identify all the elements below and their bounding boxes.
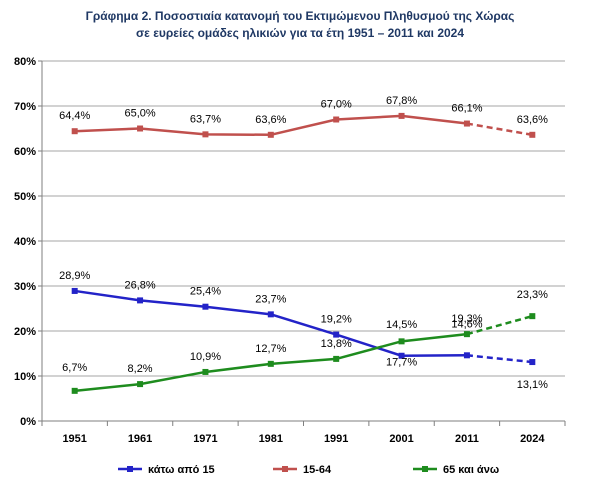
series-projection-segment-0: [466, 354, 533, 364]
data-label: 17,7%: [386, 356, 417, 368]
series-projection-segment-1: [466, 122, 533, 137]
data-label: 67,8%: [386, 95, 417, 107]
data-label: 67,0%: [321, 99, 352, 111]
x-tick-label: 2024: [520, 433, 545, 445]
chart-title: Γράφημα 2. Ποσοστιαία κατανομή του Εκτιμ…: [0, 8, 600, 42]
y-tick-label: 80%: [14, 56, 36, 68]
data-point-marker: [267, 131, 274, 138]
y-tick-label: 50%: [14, 191, 36, 203]
data-point-marker: [333, 355, 340, 362]
data-label: 66,1%: [451, 103, 482, 115]
data-label: 12,7%: [255, 343, 286, 355]
data-point-marker: [463, 120, 470, 127]
data-point-marker: [71, 128, 78, 135]
legend-label: 65 και άνω: [443, 464, 499, 476]
data-label: 10,9%: [190, 351, 221, 363]
data-label: 14,6%: [451, 318, 482, 330]
data-label: 6,7%: [62, 362, 87, 374]
x-tick-label: 2001: [389, 433, 413, 445]
y-tick-label: 0%: [20, 416, 36, 428]
data-point-marker: [137, 125, 144, 132]
legend: κάτω από 15 15-64 65 και άνω: [118, 464, 499, 476]
chart-title-line-2: σε ευρείες ομάδες ηλικιών για τα έτη 195…: [135, 26, 465, 40]
x-tick-label: 2011: [455, 433, 479, 445]
x-tick-label: 1951: [62, 433, 86, 445]
series-lines: [71, 112, 536, 394]
data-label: 28,9%: [59, 270, 90, 282]
series-projection-segment-2: [466, 314, 533, 336]
data-point-marker: [202, 368, 209, 375]
data-point-marker: [137, 381, 144, 388]
data-point-marker: [267, 311, 274, 318]
data-label: 13,8%: [321, 338, 352, 350]
y-tick-label: 10%: [14, 371, 36, 383]
data-point-marker: [529, 359, 536, 366]
data-point-marker: [529, 313, 536, 320]
data-label: 14,5%: [386, 319, 417, 331]
data-point-marker: [202, 303, 209, 310]
data-point-marker: [398, 352, 405, 359]
y-tick-label: 40%: [14, 236, 36, 248]
x-tick-label: 1991: [324, 433, 348, 445]
chart-title-line-1: Γράφημα 2. Ποσοστιαία κατανομή του Εκτιμ…: [85, 9, 515, 23]
y-tick-label: 70%: [14, 101, 36, 113]
data-point-marker: [267, 360, 274, 367]
data-label: 63,6%: [517, 114, 548, 126]
y-tick-label: 60%: [14, 146, 36, 158]
legend-swatch-marker: [282, 466, 288, 472]
data-point-marker: [398, 338, 405, 345]
legend-label: 15-64: [303, 464, 332, 476]
data-point-marker: [137, 297, 144, 304]
y-tick-label: 20%: [14, 326, 36, 338]
data-point-marker: [202, 131, 209, 138]
data-point-marker: [333, 116, 340, 123]
data-label: 23,7%: [255, 293, 286, 305]
data-label: 19,2%: [321, 314, 352, 326]
legend-swatch-marker: [127, 466, 133, 472]
data-label: 19,3%: [451, 313, 482, 325]
data-labels: 28,9% 26,8% 25,4% 23,7% 19,2% 14,5% 14,6% 13,1%…: [59, 95, 548, 391]
data-label: 25,4%: [190, 286, 221, 298]
data-point-marker: [463, 331, 470, 338]
data-point-marker: [529, 131, 536, 138]
data-label: 64,4%: [59, 110, 90, 122]
axes: 0% 10% 20% 30% 40% 50% 60% 70% 80% 1951 1961 1971 19…: [14, 56, 566, 445]
legend-swatch-marker: [422, 466, 428, 472]
x-tick-label: 1971: [193, 433, 217, 445]
data-label: 23,3%: [517, 289, 548, 301]
data-label: 13,1%: [517, 379, 548, 391]
x-tick-label: 1961: [128, 433, 152, 445]
data-point-marker: [463, 352, 470, 359]
data-point-marker: [333, 331, 340, 338]
legend-label: κάτω από 15: [148, 464, 215, 476]
data-label: 63,7%: [190, 113, 221, 125]
x-tick-label: 1981: [259, 433, 283, 445]
data-point-marker: [398, 112, 405, 119]
y-tick-label: 30%: [14, 281, 36, 293]
data-label: 8,2%: [128, 363, 153, 375]
data-label: 26,8%: [124, 279, 155, 291]
data-point-marker: [71, 387, 78, 394]
data-label: 65,0%: [124, 108, 155, 120]
data-point-marker: [71, 287, 78, 294]
data-label: 63,6%: [255, 114, 286, 126]
